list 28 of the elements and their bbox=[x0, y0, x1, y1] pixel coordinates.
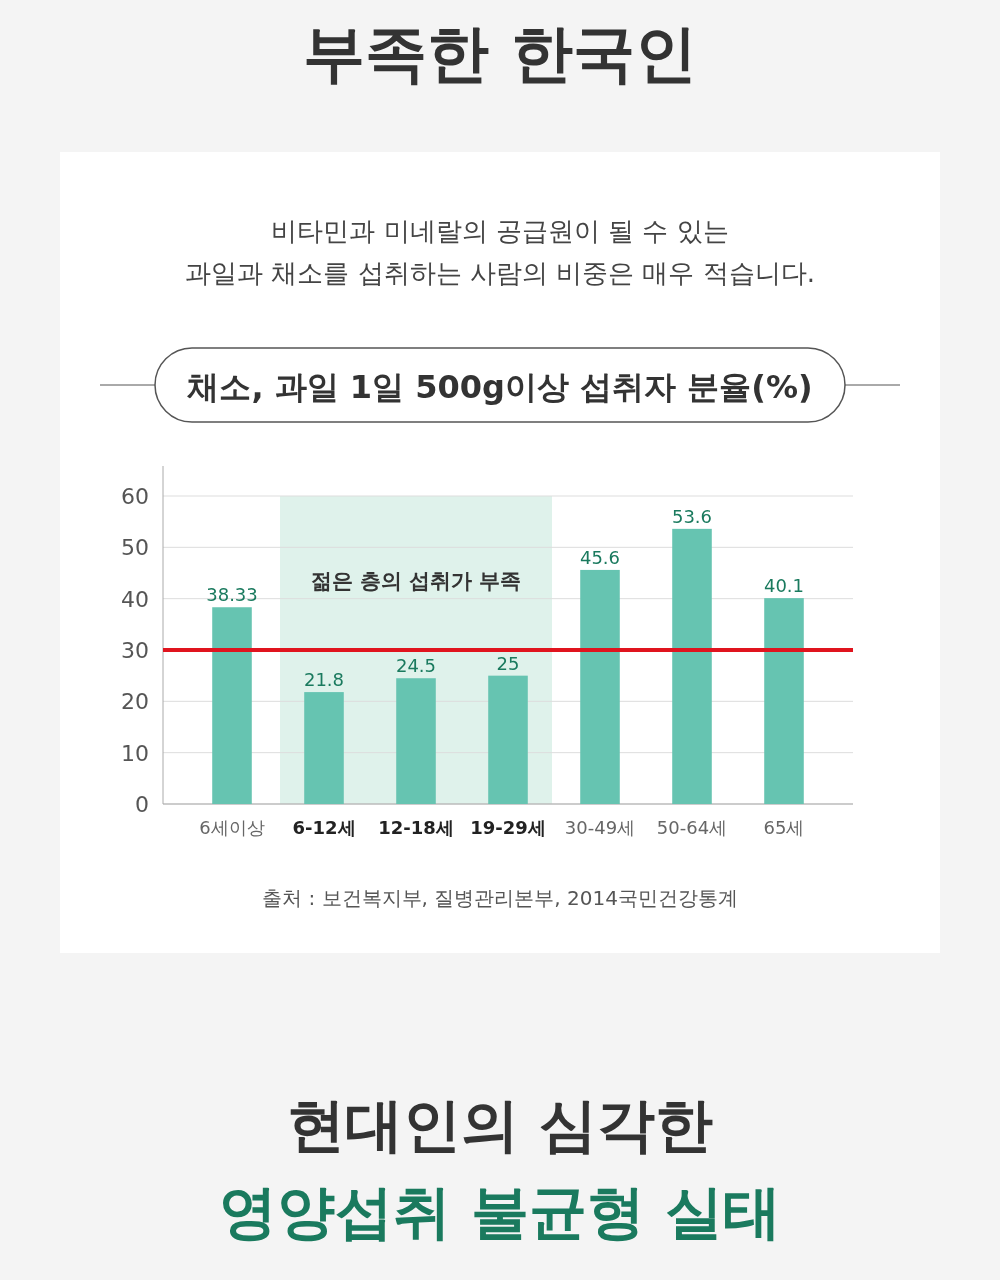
data-label: 38.33 bbox=[206, 584, 258, 606]
chart-title: 채소, 과일 1일 500g이상 섭취자 분율(%) bbox=[187, 368, 813, 406]
text: 영양섭취 불균형 실태 bbox=[218, 1178, 782, 1246]
source-note: 출처 : 보건복지부, 질병관리본부, 2014국민건강통계 bbox=[262, 886, 738, 910]
y-tick-label: 0 bbox=[135, 792, 149, 817]
x-tick-label: 30-49세 bbox=[564, 817, 636, 838]
x-tick-label: 6-12세 bbox=[292, 817, 356, 838]
x-tick-label: 65세 bbox=[763, 817, 805, 838]
x-tick-label: 50-64세 bbox=[656, 817, 728, 838]
y-tick-label: 30 bbox=[121, 638, 149, 663]
data-label: 24.5 bbox=[395, 655, 437, 677]
data-label: 25 bbox=[496, 652, 520, 674]
data-label: 53.6 bbox=[671, 505, 713, 527]
chart-subtitle: 비타민과 미네랄의 공급원이 될 수 있는 과일과 채소를 섭취하는 사람의 비중은 매우 적습니다. bbox=[185, 216, 815, 288]
y-tick-label: 60 bbox=[121, 484, 149, 509]
x-tick-label: 19-29세 bbox=[470, 817, 546, 838]
y-tick-label: 40 bbox=[121, 586, 149, 612]
text: 현대인의 심각한 bbox=[286, 1091, 714, 1159]
band-label: 젊은 층의 섭취가 부족 bbox=[310, 569, 522, 594]
y-tick-label: 10 bbox=[121, 740, 149, 766]
text: 부족한 한국인 bbox=[303, 17, 697, 90]
data-label: 40.1 bbox=[763, 575, 805, 597]
data-label: 45.6 bbox=[579, 546, 621, 568]
data-label: 21.8 bbox=[303, 669, 345, 691]
y-tick-label: 50 bbox=[121, 535, 149, 561]
x-tick-label: 6세이상 bbox=[199, 817, 265, 838]
x-tick-label: 12-18세 bbox=[378, 817, 454, 838]
y-tick-label: 20 bbox=[121, 689, 149, 715]
